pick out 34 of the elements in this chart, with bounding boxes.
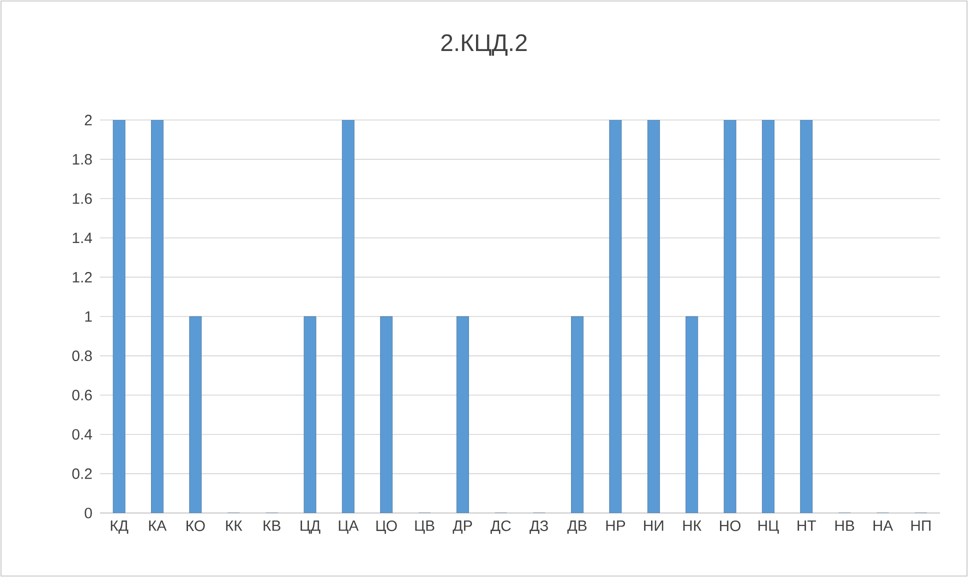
x-tick-label: ЦА: [338, 520, 359, 534]
x-tick-label: КВ: [264, 520, 280, 531]
x-tick-label: КА: [149, 520, 167, 531]
x-tick-label: ДЗ: [530, 520, 548, 534]
x-tick-label: НР: [606, 520, 626, 531]
y-tick-label: 0.4: [72, 429, 92, 440]
x-tick-label: ЦО: [376, 520, 397, 534]
y-tick-label: 1.4: [72, 232, 92, 244]
x-tick-label: ЦД: [300, 520, 320, 534]
x-tick-label: КК: [226, 520, 242, 531]
x-tick-label: НО: [720, 520, 740, 532]
y-tick-label: 1.6: [72, 193, 92, 204]
y-tick-label: 1.2: [72, 272, 92, 282]
y-tick-label: 1: [85, 311, 92, 322]
x-tick-label: НП: [911, 520, 930, 531]
y-tick-label: 0.8: [72, 350, 92, 362]
x-tick-label: НЦ: [758, 520, 779, 534]
y-tick-label: 0: [84, 508, 92, 518]
y-tick-label: 0.2: [72, 468, 92, 479]
x-tick-label: НИ: [644, 520, 664, 531]
x-tick-label: ЦВ: [415, 520, 434, 534]
x-tick-label: ДС: [490, 520, 511, 534]
chart-title: 2.КЦД.2: [441, 34, 527, 56]
y-tick-label: 0.6: [72, 390, 92, 400]
x-tick-label: НК: [683, 520, 702, 531]
y-tick-label: 2: [84, 114, 92, 126]
x-tick-label: НВ: [835, 520, 854, 531]
x-tick-label: ДР: [452, 520, 472, 534]
x-tick-label: КО: [186, 520, 205, 532]
x-tick-label: ДВ: [567, 520, 587, 534]
x-tick-label: НТ: [798, 520, 816, 531]
x-tick-label: НА: [874, 520, 894, 531]
y-tick-label: 1.8: [72, 154, 92, 165]
x-tick-label: КД: [110, 520, 128, 534]
